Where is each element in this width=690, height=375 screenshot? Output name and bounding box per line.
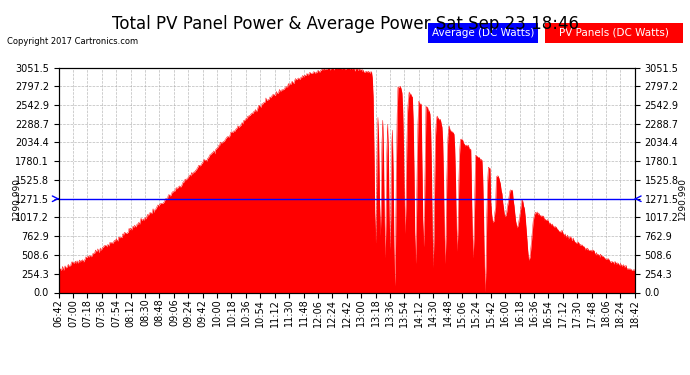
Text: 1290.990: 1290.990 [12, 177, 21, 220]
Text: Average (DC Watts): Average (DC Watts) [432, 28, 534, 38]
Text: Copyright 2017 Cartronics.com: Copyright 2017 Cartronics.com [7, 38, 138, 46]
Text: Total PV Panel Power & Average Power Sat Sep 23 18:46: Total PV Panel Power & Average Power Sat… [112, 15, 578, 33]
Text: 1290.990: 1290.990 [678, 177, 687, 220]
Text: PV Panels (DC Watts): PV Panels (DC Watts) [559, 28, 669, 38]
